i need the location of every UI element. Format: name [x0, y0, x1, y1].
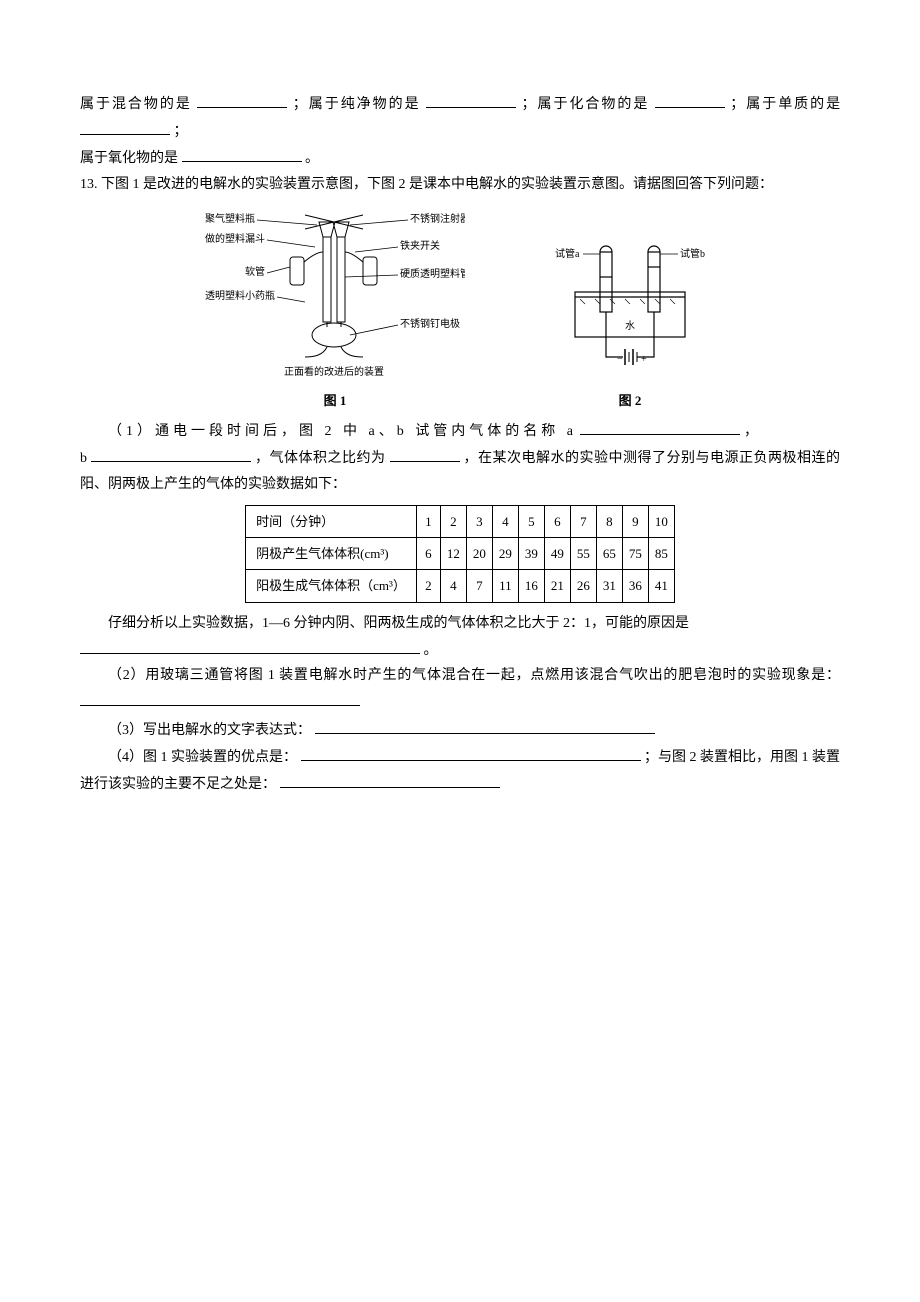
table-row: 阴极产生气体体积(cm³) 6 12 20 29 39 49 55 65 75 … — [246, 538, 675, 570]
q13-p4: （4）图 1 实验装置的优点是： ；与图 2 装置相比，用图 1 装置进行该实验… — [80, 743, 840, 797]
label: 透明塑料小药瓶 — [205, 289, 275, 302]
text: 属于氧化物的是 — [80, 151, 178, 166]
cell: 6 — [416, 538, 440, 570]
label: 用饮料做的塑料漏斗 — [205, 232, 265, 245]
figure-2-svg: − + 试管a 试管b 水 — [545, 237, 715, 387]
text: （2）用玻璃三通管将图 1 装置电解水时产生的气体混合在一起，点燃用该混合气吹出… — [108, 668, 840, 683]
label: 软管 — [245, 265, 265, 278]
blank — [80, 636, 420, 654]
text: 属于混合物的是 — [80, 97, 192, 112]
table-row: 阳极生成气体体积（cm³） 2 4 7 11 16 21 26 31 36 41 — [246, 570, 675, 602]
blank — [655, 90, 725, 108]
cell: 29 — [492, 538, 518, 570]
cell: 49 — [544, 538, 570, 570]
cell: 2 — [440, 505, 466, 537]
cell: 时间（分钟） — [246, 505, 417, 537]
cell: 85 — [648, 538, 674, 570]
q13-p1-tail: 仔细分析以上实验数据，1—6 分钟内阴、阳两极生成的气体体积之比大于 2：1，可… — [80, 611, 840, 636]
label: 聚气塑料瓶 — [205, 212, 255, 225]
blank — [580, 417, 740, 435]
label: 水 — [625, 320, 635, 332]
cell: 55 — [570, 538, 596, 570]
cell: 阴极产生气体体积(cm³) — [246, 538, 417, 570]
cell: 8 — [596, 505, 622, 537]
blank — [315, 716, 655, 734]
text: 。 — [424, 643, 438, 658]
cell: 39 — [518, 538, 544, 570]
cell: 16 — [518, 570, 544, 602]
figure-1: 聚气塑料瓶 用饮料做的塑料漏斗 软管 透明塑料小药瓶 不锈钢注射器针头 铁夹开关… — [205, 207, 465, 412]
q13-intro: 13. 下图 1 是改进的电解水的实验装置示意图，下图 2 是课本中电解水的实验… — [80, 172, 840, 197]
blank — [390, 444, 460, 462]
label: 试管b — [680, 247, 705, 260]
blank — [280, 770, 500, 788]
blank — [80, 117, 170, 135]
figure-2: − + 试管a 试管b 水 图 2 — [545, 237, 715, 412]
label: 正面看的改进后的装置 — [284, 365, 384, 378]
cell: 4 — [440, 570, 466, 602]
cell: 10 — [648, 505, 674, 537]
cell: 9 — [622, 505, 648, 537]
q13-p1-cont: b ，气体体积之比约为 ，在某次电解水的实验中测得了分别与电源正负两极相连的阳、… — [80, 444, 840, 496]
cell: 21 — [544, 570, 570, 602]
blank — [197, 90, 287, 108]
table-header-row: 时间（分钟） 1 2 3 4 5 6 7 8 9 10 — [246, 505, 675, 537]
label: 铁夹开关 — [400, 239, 440, 252]
blank — [182, 144, 302, 162]
cell: 65 — [596, 538, 622, 570]
text: b — [80, 451, 87, 466]
svg-text:−: − — [617, 354, 623, 365]
text: ； — [174, 124, 188, 139]
cell: 3 — [466, 505, 492, 537]
cell: 4 — [492, 505, 518, 537]
q13-p1: （1）通电一段时间后，图 2 中 a、b 试管内气体的名称 a ， — [80, 417, 840, 444]
q13-p3: （3）写出电解水的文字表达式： — [80, 716, 840, 743]
text: ；属于纯净物的是 — [293, 97, 421, 112]
cell: 20 — [466, 538, 492, 570]
text: 。 — [305, 151, 319, 166]
text: ；属于单质的是 — [730, 97, 840, 112]
cell: 41 — [648, 570, 674, 602]
text: ；属于化合物的是 — [522, 97, 650, 112]
cell: 1 — [416, 505, 440, 537]
svg-text:+: + — [641, 354, 647, 365]
cell: 11 — [492, 570, 518, 602]
figure-2-caption: 图 2 — [619, 389, 642, 412]
cell: 26 — [570, 570, 596, 602]
q13-p2: （2）用玻璃三通管将图 1 装置电解水时产生的气体混合在一起，点燃用该混合气吹出… — [80, 663, 840, 715]
blank — [80, 688, 360, 706]
cell: 6 — [544, 505, 570, 537]
blank — [426, 90, 516, 108]
q12-line2: 属于氧化物的是 。 — [80, 144, 840, 171]
label: 不锈钢钉电极 — [400, 317, 460, 330]
q12-line1: 属于混合物的是 ；属于纯净物的是 ；属于化合物的是 ；属于单质的是 ； — [80, 90, 840, 144]
cell: 7 — [466, 570, 492, 602]
figures-row: 聚气塑料瓶 用饮料做的塑料漏斗 软管 透明塑料小药瓶 不锈钢注射器针头 铁夹开关… — [80, 207, 840, 412]
text: 仔细分析以上实验数据，1—6 分钟内阴、阳两极生成的气体体积之比大于 2：1，可… — [108, 616, 689, 631]
text: ， — [744, 424, 758, 439]
text: （3）写出电解水的文字表达式： — [108, 723, 311, 738]
cell: 5 — [518, 505, 544, 537]
cell: 31 — [596, 570, 622, 602]
figure-1-svg: 聚气塑料瓶 用饮料做的塑料漏斗 软管 透明塑料小药瓶 不锈钢注射器针头 铁夹开关… — [205, 207, 465, 387]
cell: 75 — [622, 538, 648, 570]
text: （1）通电一段时间后，图 2 中 a、b 试管内气体的名称 a — [108, 424, 577, 439]
blank — [301, 743, 641, 761]
cell: 36 — [622, 570, 648, 602]
data-table: 时间（分钟） 1 2 3 4 5 6 7 8 9 10 阴极产生气体体积(cm³… — [245, 505, 675, 603]
cell: 阳极生成气体体积（cm³） — [246, 570, 417, 602]
q13-p1-tail-blank: 。 — [80, 636, 840, 663]
label: 不锈钢注射器针头 — [410, 212, 465, 225]
label: 试管a — [555, 247, 580, 260]
label: 硬质透明塑料管 — [400, 267, 465, 280]
cell: 7 — [570, 505, 596, 537]
text: （4）图 1 实验装置的优点是： — [108, 750, 297, 765]
cell: 12 — [440, 538, 466, 570]
text: ，气体体积之比约为 — [255, 451, 390, 466]
figure-1-caption: 图 1 — [324, 389, 347, 412]
blank — [91, 444, 251, 462]
cell: 2 — [416, 570, 440, 602]
